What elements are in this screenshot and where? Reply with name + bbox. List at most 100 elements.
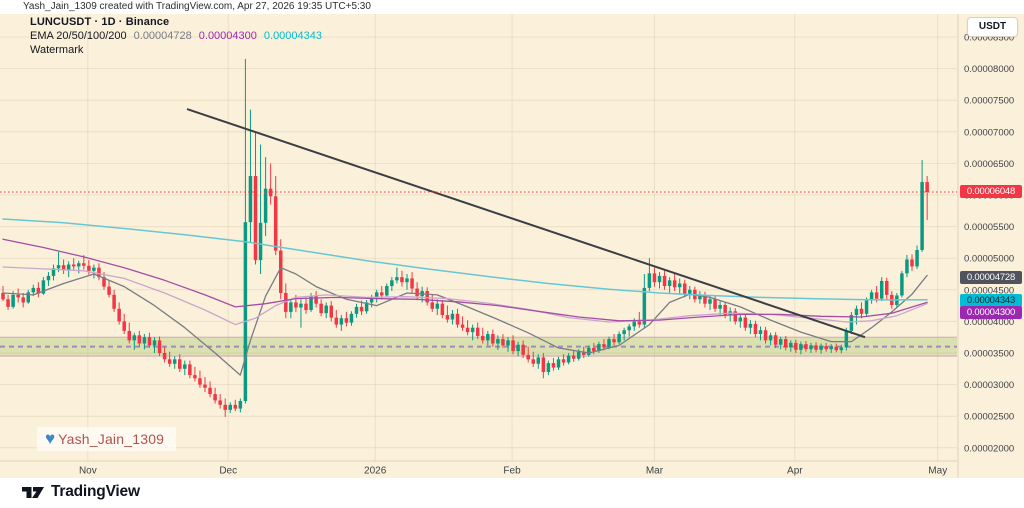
symbol-title[interactable]: LUNCUSDT · 1D · Binance [30,16,170,28]
ema-line-ema-200[interactable] [2,218,928,301]
candle [77,263,81,267]
candle [319,303,323,314]
ema-line-ema-50[interactable] [2,266,928,326]
candle [51,268,56,276]
attribution-text: Yash_Jain_1309 created with TradingView.… [23,1,371,12]
candle [839,347,844,351]
candle [390,280,394,287]
tradingview-logo[interactable]: TradingView [21,482,140,502]
candle [743,317,748,328]
candle [859,308,864,314]
attribution-bar: Yash_Jain_1309 created with TradingView.… [0,0,1024,14]
time-axis-label: 2026 [364,466,387,477]
candle [178,359,182,369]
candle [112,294,116,309]
candle [364,302,369,312]
candle [435,303,440,309]
candle [501,339,505,346]
candle [11,294,15,307]
candle [334,317,339,325]
candle [768,335,773,341]
author-watermark-text: Yash_Jain_1309 [58,430,165,447]
candle [794,342,798,350]
candle [708,299,712,304]
candle [915,249,919,267]
candle [238,401,243,409]
candle [925,182,929,192]
candle [294,302,298,308]
tradingview-mark-icon [22,487,44,498]
candle [804,344,808,350]
candle [233,404,238,409]
indicator-legend[interactable]: EMA 20/50/100/200 0.00004728 0.00004300 0.0… [30,30,322,43]
candle [662,275,667,287]
descending-trendline[interactable] [186,108,866,339]
chart-surface[interactable]: 0.00008500 0.00008000 0.00007500 0.00007000… [0,14,1024,478]
candle [97,267,101,278]
candle [491,334,495,344]
time-axis-label: Mar [646,466,664,477]
price-badge: 0.00004343 [960,294,1022,308]
price-axis-label: 0.00004500 [964,285,1014,296]
candle [829,346,833,350]
candle [117,308,121,322]
price-axis-label: 0.00003000 [964,380,1014,391]
candle [470,327,475,333]
candle [536,357,541,364]
candle [455,313,460,325]
candle [475,327,480,336]
candle [607,339,611,348]
candle [193,375,197,379]
candle [587,347,591,355]
candle [344,318,349,323]
candle [849,315,854,331]
candle [784,339,788,348]
ema-value: 0.00004343 [263,30,323,42]
candle [268,188,273,197]
candle [642,287,647,325]
candle [61,265,66,270]
candle [703,294,707,304]
candle [102,277,106,287]
price-axis-label: 0.00008500 [964,33,1014,44]
candle [753,323,758,335]
candle [415,288,419,297]
candle [284,292,288,312]
price-badge: 0.00004300 [960,305,1022,319]
candle [1,292,5,300]
candle [905,259,909,274]
candle [900,273,904,296]
currency-unit-button[interactable]: USDT [967,17,1018,37]
candle [521,344,525,355]
candle [374,292,379,298]
candle [71,264,76,267]
candle [385,286,389,296]
candle [299,303,303,308]
ema-value: 0.00004728 [133,30,192,42]
price-axis-label: 0.00006500 [964,159,1014,170]
candle [92,267,96,271]
candle [799,344,803,350]
candle [400,277,404,283]
candle [263,188,268,223]
candle [243,222,248,402]
candle [561,359,566,363]
candle [157,340,162,353]
candle [142,337,147,344]
candle [733,311,737,322]
candle [652,273,657,283]
ema-line-ema-20[interactable] [2,267,928,376]
ema-line-ema-100[interactable] [2,238,928,322]
price-axis-label: 0.00003500 [964,348,1014,359]
candle [617,334,621,343]
candle [36,287,41,294]
candle [571,355,576,359]
candle [819,346,823,350]
candle [248,176,253,223]
candle [602,344,606,348]
candle [66,264,71,270]
candle [395,277,399,281]
candle [486,334,490,341]
candle [137,335,142,344]
time-axis-label: May [928,466,947,477]
